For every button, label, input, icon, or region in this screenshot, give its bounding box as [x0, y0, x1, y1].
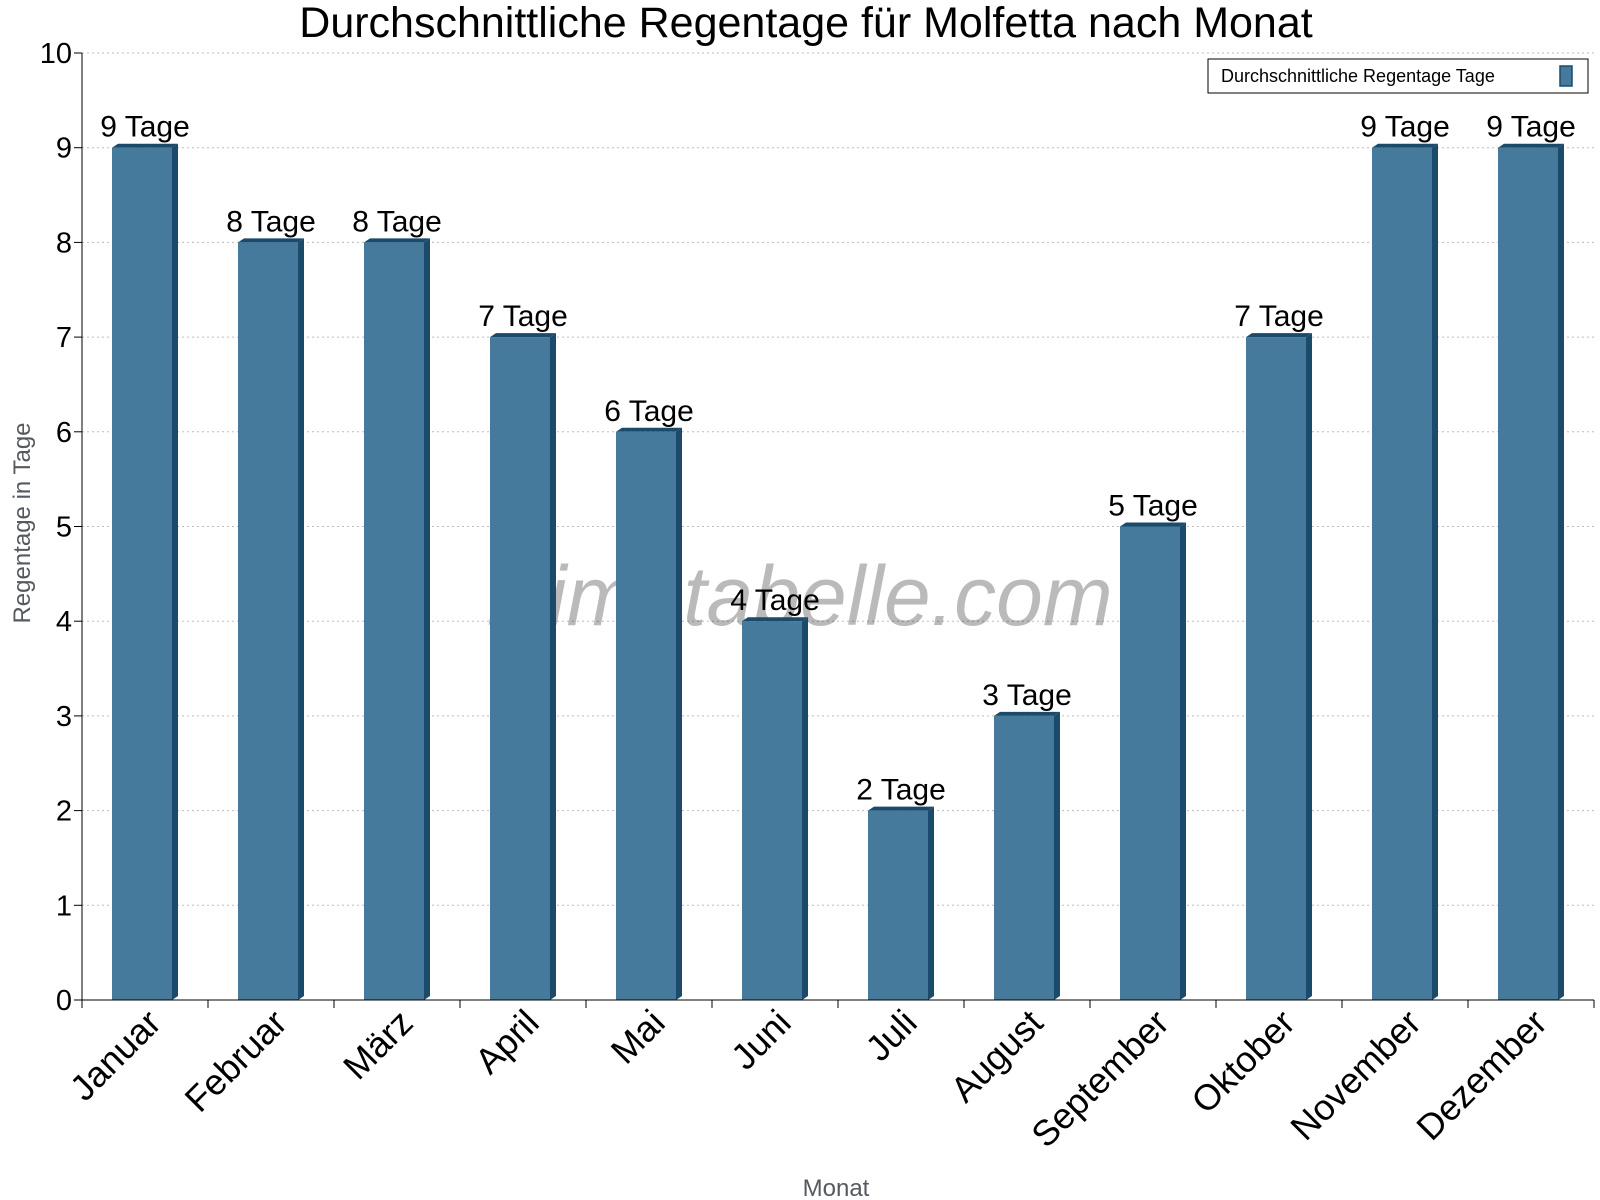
- data-label: 5 Tage: [1108, 490, 1198, 523]
- bar: [868, 810, 928, 1000]
- bar-top: [238, 238, 304, 243]
- bar-2: [238, 238, 304, 1000]
- x-tick-label: September: [1023, 1002, 1177, 1156]
- bar: [112, 147, 172, 1000]
- bar-side: [424, 238, 430, 1000]
- y-tick-label: 4: [56, 606, 72, 638]
- bar-top: [1498, 143, 1564, 148]
- bar-top: [616, 427, 682, 432]
- y-tick-labels: 0 1 2 3 4 5 6 7 8 9 10: [40, 38, 72, 1017]
- bar: [1246, 337, 1306, 1001]
- data-label: 7 Tage: [478, 300, 568, 333]
- bar-top: [868, 806, 934, 811]
- bar: [994, 715, 1054, 1000]
- bar-top: [1120, 522, 1186, 527]
- data-label: 2 Tage: [856, 774, 946, 807]
- bar-6: [742, 617, 808, 1000]
- x-tick-label: März: [335, 1002, 421, 1088]
- x-tick-labels: Januar Februar März April Mai Juni Juli AugustS…: [62, 1002, 1555, 1156]
- bar: [1372, 147, 1432, 1000]
- x-tick-label: Dezember: [1408, 1002, 1554, 1148]
- y-tick-label: 10: [40, 38, 72, 70]
- data-label: 9 Tage: [1360, 111, 1450, 144]
- bar-top: [994, 711, 1060, 716]
- data-label: 8 Tage: [226, 205, 316, 238]
- data-label: 9 Tage: [100, 111, 190, 144]
- bar-side: [1180, 522, 1186, 1000]
- data-label: 3 Tage: [982, 679, 1072, 712]
- legend: Durchschnittliche Regentage Tage: [1207, 58, 1589, 94]
- chart-title: Durchschnittliche Regentage für Molfetta…: [299, 0, 1312, 47]
- bar: [490, 337, 550, 1001]
- bar-top: [364, 238, 430, 243]
- legend-box: [1207, 58, 1589, 94]
- bar-11: [1372, 143, 1438, 1000]
- bar-7: [868, 806, 934, 1000]
- data-labels: 9 Tage 8 Tage 8 Tage 7 Tage 6 Tage 4 Tage 2 Ta…: [100, 111, 1576, 807]
- y-tick-label: 0: [56, 985, 72, 1017]
- bar-8: [994, 711, 1060, 1000]
- bar-top: [490, 333, 556, 338]
- x-tick-label: August: [942, 1002, 1050, 1110]
- bar-top: [1372, 143, 1438, 148]
- bar: [1120, 526, 1180, 1000]
- bar-side: [928, 806, 934, 1000]
- legend-swatch: [1559, 65, 1573, 87]
- y-tick-label: 7: [56, 322, 72, 354]
- bar-side: [1054, 711, 1060, 1000]
- y-tick-label: 3: [56, 701, 72, 733]
- y-tick-label: 5: [56, 512, 72, 544]
- bar-1: [112, 143, 178, 1000]
- bars: [112, 143, 1564, 1001]
- bar-side: [550, 333, 556, 1001]
- y-axis-title: Regentage in Tage: [9, 422, 36, 623]
- bar-4: [490, 333, 556, 1001]
- y-tick-label: 1: [56, 890, 72, 922]
- x-tick-label: April: [467, 1002, 547, 1082]
- bar-side: [298, 238, 304, 1000]
- bar-top: [742, 617, 808, 622]
- bar-12: [1498, 143, 1564, 1000]
- x-tick-label: Mai: [603, 1002, 673, 1072]
- axes: [74, 52, 1595, 1008]
- bar: [742, 621, 802, 1000]
- bar-top: [1246, 333, 1312, 338]
- bar-side: [172, 143, 178, 1000]
- y-tick-label: 6: [56, 417, 72, 449]
- bar: [238, 242, 298, 1000]
- x-tick-label: Oktober: [1183, 1002, 1303, 1122]
- bar-side: [1558, 143, 1564, 1000]
- y-tick-label: 8: [56, 227, 72, 259]
- x-axis-title: Monat: [803, 1175, 870, 1200]
- bar-side: [676, 427, 682, 1000]
- x-tick-label: Februar: [177, 1002, 295, 1120]
- data-label: 4 Tage: [730, 584, 820, 617]
- bar-side: [802, 617, 808, 1000]
- data-label: 7 Tage: [1234, 300, 1324, 333]
- bar-5: [616, 427, 682, 1000]
- bar: [364, 242, 424, 1000]
- bar-side: [1432, 143, 1438, 1000]
- bar-side: [1306, 333, 1312, 1001]
- x-tick-label: Juni: [723, 1002, 799, 1078]
- bar-3: [364, 238, 430, 1000]
- data-label: 6 Tage: [604, 395, 694, 428]
- data-label: 9 Tage: [1486, 111, 1576, 144]
- x-tick-label: November: [1282, 1002, 1428, 1148]
- grid-lines: [82, 52, 1594, 906]
- data-label: 8 Tage: [352, 205, 442, 238]
- bar-10: [1246, 333, 1312, 1001]
- y-tick-label: 2: [56, 796, 72, 828]
- bar-9: [1120, 522, 1186, 1000]
- legend-label: Durchschnittliche Regentage Tage: [1221, 66, 1495, 86]
- bar-top: [112, 143, 178, 148]
- y-tick-label: 9: [56, 133, 72, 165]
- x-tick-label: Januar: [62, 1002, 169, 1109]
- bar: [616, 431, 676, 1000]
- bar: [1498, 147, 1558, 1000]
- x-tick-label: Juli: [857, 1002, 924, 1069]
